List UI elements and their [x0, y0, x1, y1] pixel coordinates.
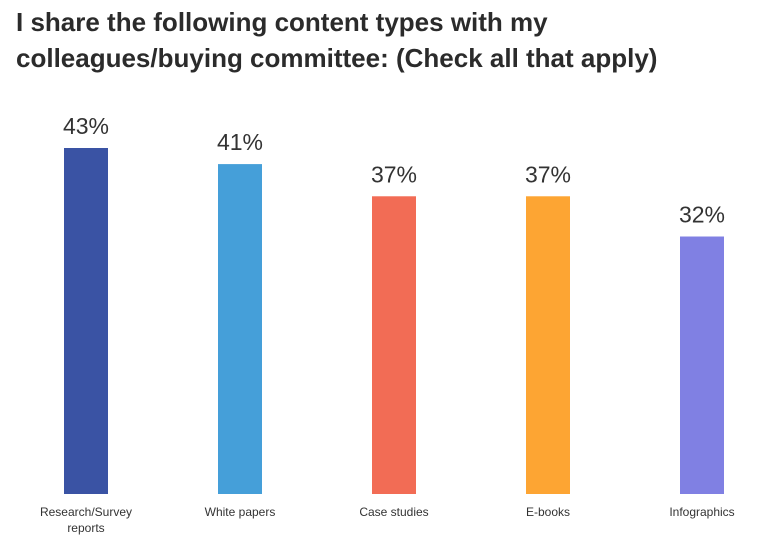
category-label: Research/Survey — [40, 505, 132, 519]
bar-infographics — [680, 236, 724, 494]
bar-white-papers — [218, 164, 262, 494]
category-label: E-books — [526, 505, 570, 519]
data-label: 37% — [525, 161, 571, 187]
bar-e-books — [526, 196, 570, 495]
category-label: White papers — [205, 505, 276, 519]
chart-title: I share the following content types with… — [16, 7, 658, 73]
category-label: Infographics — [669, 505, 734, 519]
bar-case-studies — [372, 196, 416, 495]
data-label: 43% — [63, 113, 109, 139]
data-label: 41% — [217, 129, 263, 155]
category-label: reports — [67, 521, 104, 535]
data-label: 32% — [679, 202, 725, 228]
data-label: 37% — [371, 161, 417, 187]
category-label: Case studies — [359, 505, 428, 519]
bar-research-survey-reports — [64, 148, 108, 494]
